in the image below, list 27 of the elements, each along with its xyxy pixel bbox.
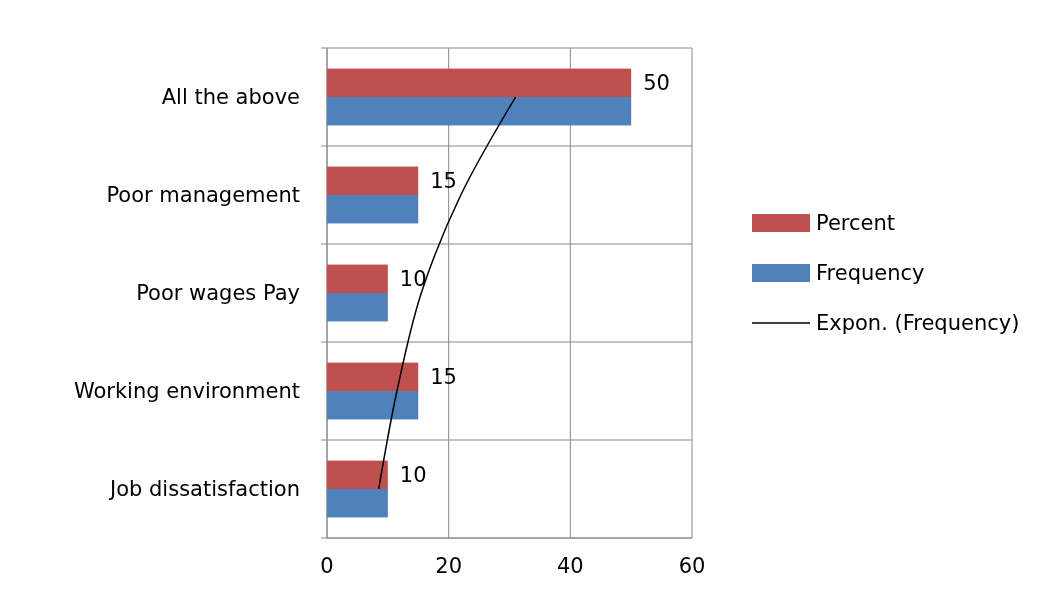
x-tick-label: 60 (678, 554, 706, 578)
data-label: 10 (399, 266, 427, 291)
y-tick-label: Job dissatisfaction (107, 477, 300, 501)
bar (327, 68, 632, 97)
bar (327, 362, 419, 391)
x-tick-label: 0 (320, 554, 334, 578)
y-tick-label: All the above (161, 85, 300, 109)
bar (327, 264, 388, 293)
x-tick-label: 20 (435, 554, 463, 578)
bar (327, 391, 419, 420)
y-tick-label: Poor wages Pay (136, 281, 300, 305)
legend-label: Expon. (Frequency) (816, 311, 1020, 335)
data-label: 50 (643, 70, 670, 95)
legend-label: Frequency (816, 261, 925, 285)
bar (327, 97, 632, 126)
x-tick-label: 40 (556, 554, 584, 578)
bar (327, 195, 419, 224)
y-tick-label: Poor management (106, 183, 300, 207)
bar (327, 460, 388, 489)
y-tick-label: Working environment (73, 379, 300, 403)
data-label: 10 (399, 462, 427, 487)
data-label: 15 (430, 168, 457, 193)
bar (327, 166, 419, 195)
bar (327, 489, 388, 518)
legend-label: Percent (816, 211, 896, 235)
bar (327, 293, 388, 322)
data-label: 15 (430, 364, 457, 389)
